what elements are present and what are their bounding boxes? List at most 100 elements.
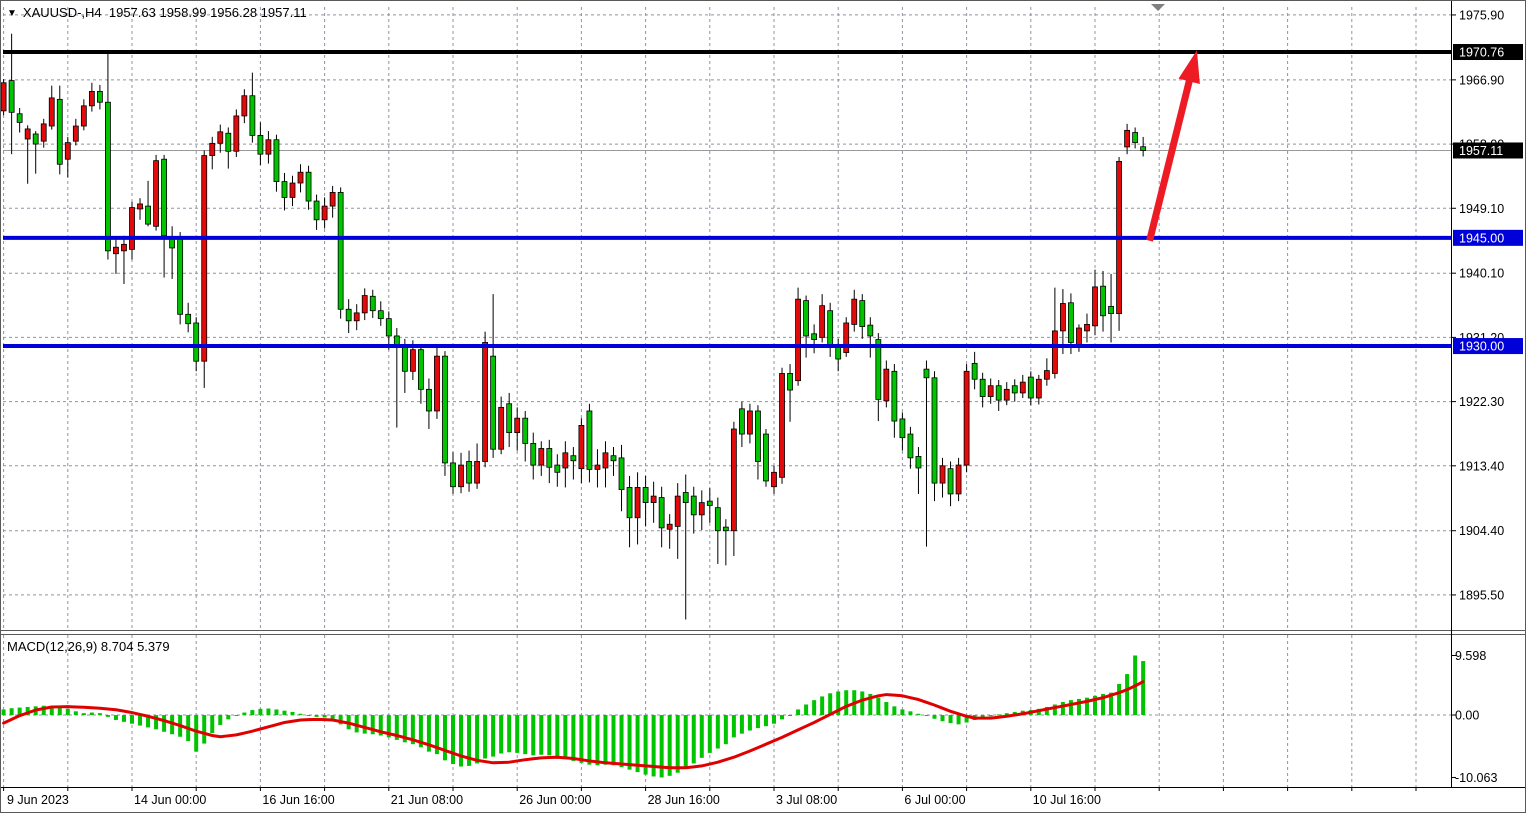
candle-down: [401, 346, 408, 372]
candle-down: [8, 80, 15, 113]
candle-down: [313, 200, 320, 221]
macd-bar: [330, 715, 335, 719]
macd-bar: [410, 715, 415, 745]
candle-down: [706, 500, 713, 506]
macd-bar: [121, 715, 126, 722]
candle-up: [482, 342, 489, 462]
macd-bar: [723, 715, 728, 745]
macd-bar: [138, 715, 143, 726]
candle-down: [1027, 376, 1034, 399]
candle-up: [72, 125, 79, 142]
macd-bar: [266, 708, 271, 716]
time-tick-label: 6 Jul 00:00: [904, 793, 965, 807]
candle-down: [32, 133, 39, 145]
macd-bar: [531, 715, 536, 756]
candle-down: [530, 443, 537, 466]
candle-down: [185, 313, 192, 325]
macd-bar: [611, 715, 616, 766]
candle-down: [899, 418, 906, 439]
candle-down: [626, 487, 633, 519]
candle-down: [97, 91, 103, 103]
candle-down: [161, 158, 168, 237]
macd-bar: [667, 715, 672, 776]
macd-bar: [57, 707, 62, 716]
candle-down: [466, 461, 472, 484]
macd-bar: [643, 715, 648, 775]
macd-bar: [426, 715, 431, 752]
candle-down: [907, 433, 914, 459]
candle-down: [305, 171, 312, 202]
candle-up: [795, 298, 801, 382]
macd-bar: [747, 715, 752, 731]
macd-bar: [1012, 711, 1017, 716]
macd-signal-line: [2, 680, 1145, 770]
candle-down: [522, 417, 529, 444]
candle-down: [546, 448, 553, 468]
macd-bar: [1084, 697, 1089, 716]
candle-up: [265, 139, 272, 155]
candle-up: [939, 465, 946, 484]
macd-bar: [828, 693, 833, 716]
trend-arrow-shaft[interactable]: [1146, 74, 1195, 242]
macd-bar: [418, 715, 423, 748]
macd-bar: [555, 715, 560, 758]
macd-bar: [442, 715, 447, 761]
candle-up: [594, 464, 601, 470]
macd-bar: [619, 715, 624, 768]
candle-up: [241, 95, 248, 117]
time-tick-label: 26 Jun 00:00: [519, 793, 591, 807]
macd-bar: [394, 715, 399, 740]
candle-down: [426, 388, 432, 412]
macd-bar: [868, 693, 873, 716]
candle-up: [1076, 327, 1082, 346]
candle-down: [442, 355, 448, 464]
macd-bar: [691, 715, 696, 764]
candle-down: [658, 497, 665, 529]
candle-up: [88, 91, 95, 107]
candle-up: [217, 131, 224, 144]
candle-down: [995, 385, 1002, 401]
macd-bar: [627, 715, 632, 770]
candle-up: [458, 464, 464, 488]
macd-bar: [386, 715, 391, 738]
macd-bar: [65, 708, 70, 716]
candle-up: [1051, 330, 1058, 374]
macd-bar: [459, 715, 464, 767]
candle-up: [730, 428, 737, 532]
macd-bar: [210, 715, 215, 734]
candle-down: [369, 295, 376, 312]
macd-bar: [9, 708, 14, 716]
macd-bar: [772, 715, 776, 724]
macd-bar: [41, 705, 46, 716]
candle-up: [24, 128, 31, 140]
candle-down: [554, 464, 561, 473]
candle-down: [377, 310, 384, 320]
trend-arrow-head[interactable]: [1178, 50, 1200, 84]
candle-up: [578, 425, 585, 470]
macd-bar: [1076, 698, 1081, 716]
macd-bar: [956, 715, 961, 725]
candle-down: [763, 433, 769, 482]
candle-up: [353, 312, 360, 322]
candle-up: [129, 207, 135, 250]
chart-shift-marker-icon[interactable]: [1151, 4, 1165, 11]
macd-bar: [1052, 704, 1057, 716]
macd-bar: [659, 715, 664, 778]
candle-down: [177, 237, 184, 315]
candle-down: [1100, 285, 1106, 317]
candle-down: [16, 113, 23, 123]
macd-bar: [306, 715, 311, 717]
candle-up: [1019, 381, 1026, 394]
candle-down: [450, 462, 456, 488]
macd-bar: [1060, 702, 1065, 716]
candle-up: [779, 373, 785, 478]
macd-bar: [635, 715, 640, 773]
macd-bar: [699, 715, 704, 758]
macd-bar: [539, 715, 544, 755]
candle-up: [963, 370, 970, 466]
macd-bar: [651, 715, 656, 777]
candle-up: [329, 191, 336, 207]
macd-bar: [763, 715, 768, 727]
